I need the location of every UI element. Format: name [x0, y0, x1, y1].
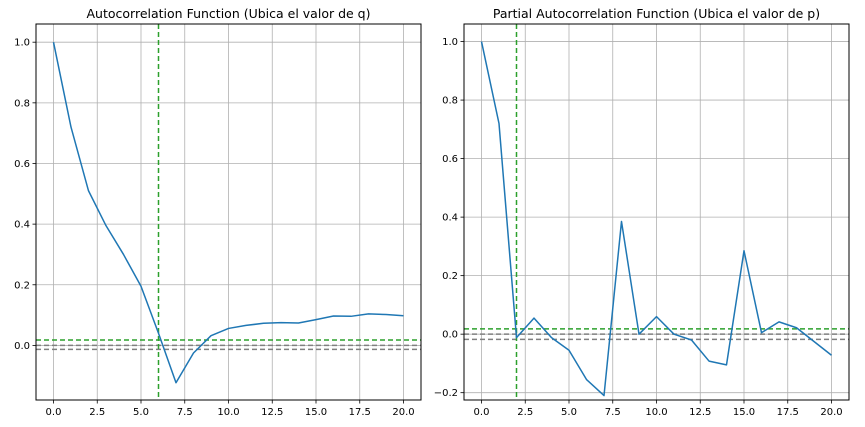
pacf-y-tick-label: 0.4 [442, 213, 458, 224]
acf-y-tick-label: 1.0 [14, 38, 30, 49]
pacf-x-tick-label: 0.0 [474, 407, 490, 418]
pacf-y-tick-label: −0.2 [434, 388, 458, 399]
acf-x-tick-label: 7.5 [177, 407, 193, 418]
acf-y-tick-label: 0.4 [14, 220, 30, 231]
pacf-x-tick-label: 2.5 [517, 407, 533, 418]
acf-series-line-0 [52, 42, 404, 384]
pacf-y-tick-label: 0.6 [442, 154, 458, 165]
pacf-x-tick-label: 20.0 [820, 407, 842, 418]
pacf-y-tick-label: 0.2 [442, 271, 458, 282]
pacf-x-tick-label: 10.0 [645, 407, 667, 418]
pacf-series-line-0 [480, 41, 832, 397]
acf-y-tick-label: 0.6 [14, 159, 30, 170]
acf-refline-layer [36, 24, 421, 400]
pacf-x-tick-label: 5.0 [561, 407, 577, 418]
acf-x-tick-label: 5.0 [133, 407, 149, 418]
acf-plot: Autocorrelation Function (Ubica el valor… [14, 6, 422, 418]
pacf-y-tick-label: 0.8 [442, 96, 458, 107]
pacf-y-tick-label: 1.0 [442, 37, 458, 48]
pacf-x-tick-label: 12.5 [689, 407, 711, 418]
acf-y-tick-label: 0.0 [14, 341, 30, 352]
acf-x-tick-label: 15.0 [305, 407, 327, 418]
pacf-grid [464, 24, 849, 400]
acf-x-tick-label: 12.5 [261, 407, 283, 418]
acf-y-tick-label: 0.2 [14, 280, 30, 291]
acf-y-tick-label: 0.8 [14, 98, 30, 109]
pacf-plot: Partial Autocorrelation Function (Ubica … [434, 6, 850, 418]
pacf-title: Partial Autocorrelation Function (Ubica … [493, 6, 820, 21]
pacf-ticks: 0.0 2.5 5.0 7.5 10.0 12.5 15.0 17.5 20.0 −0.2 0.0 0… [434, 37, 843, 418]
acf-title: Autocorrelation Function (Ubica el valor… [87, 6, 371, 21]
pacf-x-tick-label: 15.0 [733, 407, 755, 418]
acf-x-tick-label: 17.5 [349, 407, 371, 418]
pacf-x-tick-label: 7.5 [605, 407, 621, 418]
acf-x-tick-label: 2.5 [89, 407, 105, 418]
acf-x-tick-label: 0.0 [46, 407, 62, 418]
acf-ticks: 0.0 2.5 5.0 7.5 10.0 12.5 15.0 17.5 20.0 0.0 0.2 0.… [14, 38, 415, 418]
pacf-x-tick-label: 17.5 [777, 407, 799, 418]
acf-series-layer [52, 42, 404, 384]
acf-x-tick-label: 20.0 [392, 407, 414, 418]
acf-x-tick-label: 10.0 [217, 407, 239, 418]
pacf-y-tick-label: 0.0 [442, 330, 458, 341]
pacf-series-layer [480, 41, 832, 397]
